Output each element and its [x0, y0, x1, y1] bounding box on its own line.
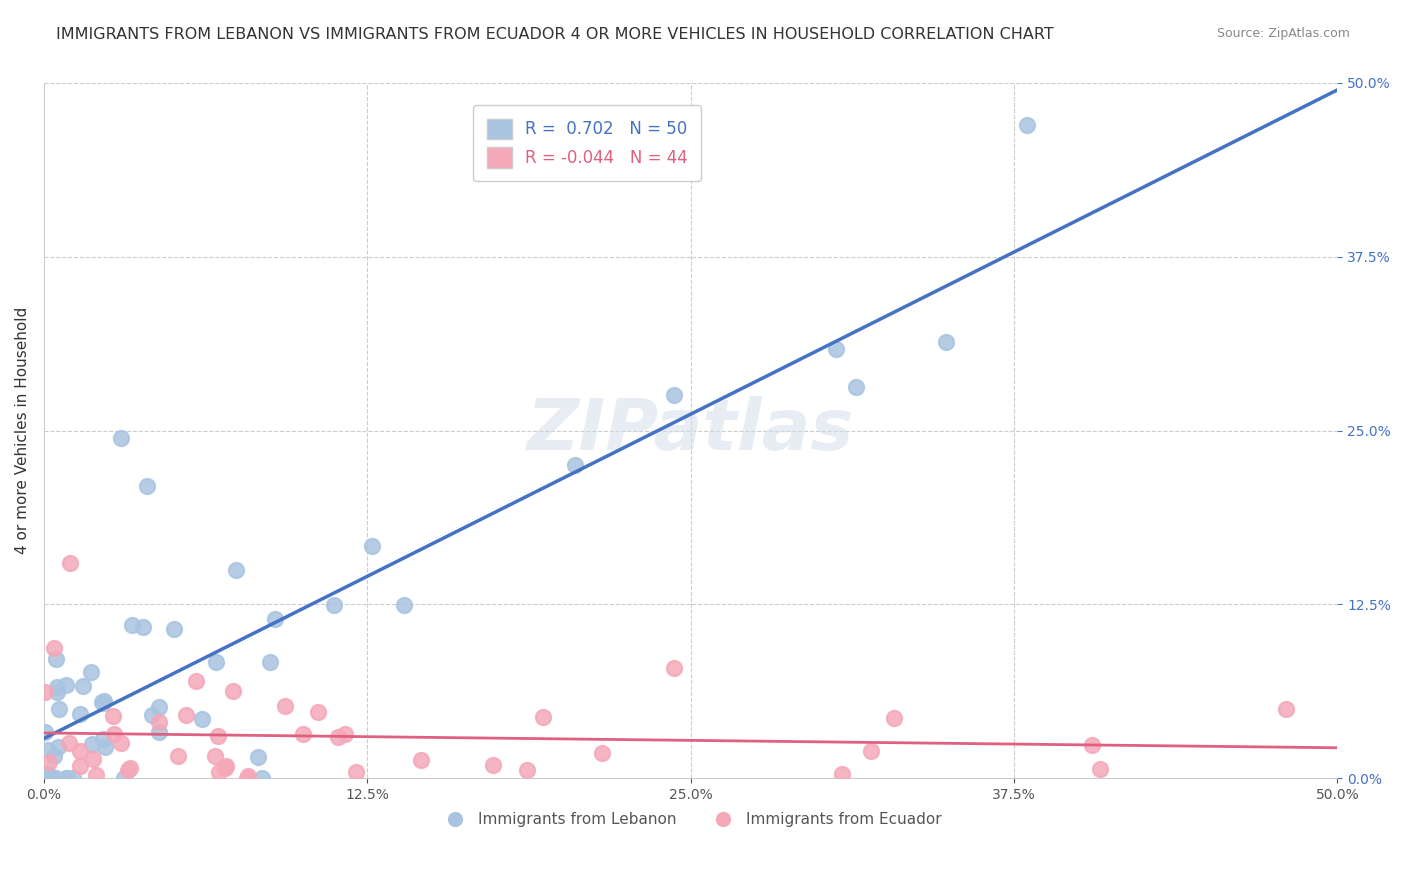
Text: Source: ZipAtlas.com: Source: ZipAtlas.com [1216, 27, 1350, 40]
Point [222, 684, 245, 698]
Point [117, 763, 139, 777]
Point [148, 699, 170, 714]
Point [35, 771, 58, 785]
Point [94, 740, 117, 755]
Point [238, 769, 260, 783]
Point [1274, 702, 1296, 716]
Text: ZIPatlas: ZIPatlas [527, 396, 855, 465]
Point [184, 673, 207, 688]
Point [250, 771, 273, 785]
Point [1080, 738, 1102, 752]
Point [167, 749, 190, 764]
Point [148, 725, 170, 739]
Point [247, 750, 270, 764]
Point [326, 730, 349, 744]
Point [132, 620, 155, 634]
Point [361, 539, 384, 553]
Point [34, 685, 56, 699]
Point [1090, 762, 1112, 776]
Point [59, 556, 82, 570]
Point [69, 743, 91, 757]
Point [91, 695, 114, 709]
Point [883, 711, 905, 725]
Point [91, 696, 114, 710]
Point [62, 771, 84, 785]
Point [45, 680, 67, 694]
Point [148, 715, 170, 730]
Point [481, 758, 503, 772]
Point [824, 342, 846, 356]
Point [55, 771, 77, 785]
Point [44, 771, 66, 785]
Point [214, 761, 236, 775]
Point [935, 334, 957, 349]
Point [307, 705, 329, 719]
Point [411, 753, 433, 767]
Point [121, 618, 143, 632]
Point [110, 431, 132, 445]
Point [93, 694, 115, 708]
Point [163, 622, 186, 636]
Point [205, 655, 228, 669]
Point [79, 665, 101, 679]
Point [72, 679, 94, 693]
Point [56, 771, 79, 785]
Point [344, 765, 367, 780]
Point [42, 640, 65, 655]
Point [591, 746, 613, 760]
Point [531, 710, 554, 724]
Point [84, 768, 107, 782]
Y-axis label: 4 or more Vehicles in Household: 4 or more Vehicles in Household [15, 307, 30, 554]
Point [335, 727, 357, 741]
Point [37, 767, 59, 781]
Point [264, 612, 287, 626]
Point [141, 707, 163, 722]
Point [259, 655, 281, 669]
Point [174, 708, 197, 723]
Point [48, 702, 70, 716]
Point [236, 771, 259, 785]
Point [38, 755, 60, 769]
Point [207, 729, 229, 743]
Point [120, 760, 142, 774]
Point [1015, 118, 1038, 132]
Point [112, 771, 135, 785]
Point [46, 685, 69, 699]
Point [225, 563, 247, 577]
Point [191, 712, 214, 726]
Point [845, 380, 868, 394]
Point [55, 678, 77, 692]
Point [34, 724, 56, 739]
Point [564, 458, 586, 472]
Point [831, 767, 853, 781]
Point [204, 749, 226, 764]
Point [110, 735, 132, 749]
Point [215, 758, 238, 772]
Text: IMMIGRANTS FROM LEBANON VS IMMIGRANTS FROM ECUADOR 4 OR MORE VEHICLES IN HOUSEHO: IMMIGRANTS FROM LEBANON VS IMMIGRANTS FR… [56, 27, 1054, 42]
Point [322, 598, 344, 612]
Point [45, 652, 67, 666]
Point [42, 749, 65, 764]
Point [101, 708, 124, 723]
Point [662, 661, 685, 675]
Point [136, 479, 159, 493]
Point [103, 727, 125, 741]
Point [208, 765, 231, 780]
Point [69, 707, 91, 722]
Point [292, 727, 315, 741]
Point [46, 740, 69, 755]
Point [516, 764, 538, 778]
Point [82, 751, 104, 765]
Point [91, 731, 114, 746]
Point [69, 759, 91, 773]
Point [859, 744, 882, 758]
Point [58, 736, 80, 750]
Legend: Immigrants from Lebanon, Immigrants from Ecuador: Immigrants from Lebanon, Immigrants from… [434, 806, 948, 833]
Point [37, 743, 59, 757]
Point [662, 388, 685, 402]
Point [44, 771, 66, 785]
Point [80, 737, 103, 751]
Point [274, 698, 297, 713]
Point [392, 598, 415, 612]
